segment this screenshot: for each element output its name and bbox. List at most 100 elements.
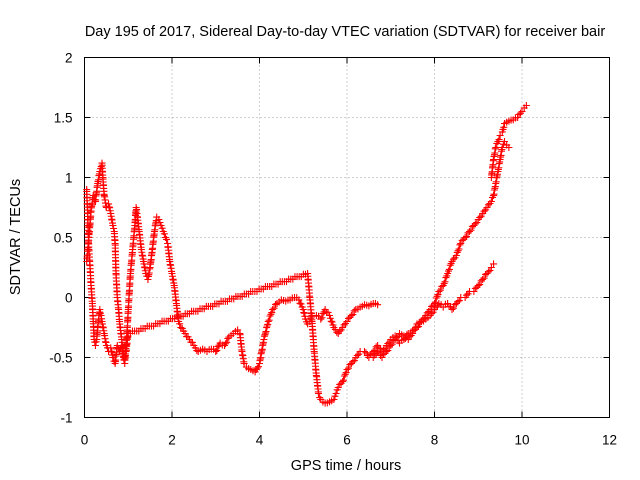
- x-tick-label: 4: [256, 433, 264, 448]
- data-point: [366, 350, 374, 358]
- data-point: [315, 390, 323, 397]
- data-point: [268, 309, 276, 317]
- chart-title: Day 195 of 2017, Sidereal Day-to-day VTE…: [85, 24, 606, 40]
- data-point: [463, 233, 471, 241]
- data-point: [470, 222, 478, 229]
- data-point: [471, 284, 479, 292]
- y-axis-label: SDTVAR / TECUs: [8, 179, 24, 295]
- data-point: [317, 315, 325, 323]
- data-point: [361, 348, 368, 355]
- data-point: [461, 234, 469, 241]
- data-point: [91, 342, 99, 349]
- data-point: [441, 278, 449, 286]
- data-point: [463, 291, 471, 299]
- data-point: [470, 288, 478, 295]
- x-axis-label: GPS time / hours: [291, 458, 401, 474]
- data-point: [484, 201, 492, 209]
- data-point: [264, 318, 272, 325]
- data-point: [342, 369, 350, 377]
- data-point: [456, 241, 464, 249]
- data-point: [163, 235, 171, 243]
- data-point: [374, 301, 382, 309]
- data-point: [413, 324, 421, 331]
- data-point: [344, 314, 352, 322]
- data-point: [318, 314, 326, 322]
- data-point: [515, 110, 523, 118]
- data-point: [480, 207, 488, 215]
- data-point: [295, 296, 303, 304]
- data-point: [505, 144, 513, 151]
- data-point: [431, 298, 439, 306]
- data-point: [414, 323, 422, 331]
- data-point: [344, 364, 352, 372]
- data-point: [458, 236, 466, 244]
- data-point: [296, 299, 304, 307]
- x-tick-label: 8: [431, 433, 439, 448]
- data-point: [382, 348, 390, 355]
- data-point: [487, 198, 495, 205]
- data-point: [384, 347, 392, 355]
- data-point: [330, 396, 338, 403]
- data-point: [266, 312, 274, 320]
- data-point: [349, 358, 357, 366]
- data-point: [176, 320, 184, 328]
- data-point: [486, 267, 494, 275]
- data-point: [522, 102, 530, 109]
- data-point: [487, 264, 495, 271]
- data-point: [517, 109, 525, 117]
- data-point: [158, 224, 166, 232]
- data-point: [444, 300, 452, 307]
- y-tick-label: -1: [60, 411, 72, 426]
- data-point: [269, 306, 277, 313]
- data-point: [453, 248, 461, 256]
- data-point: [350, 307, 358, 315]
- data-point: [432, 294, 440, 302]
- data-point: [490, 260, 498, 268]
- data-point: [324, 308, 332, 316]
- data-point: [109, 222, 117, 229]
- data-point: [160, 230, 168, 238]
- data-point: [432, 303, 440, 311]
- data-point: [467, 226, 475, 234]
- data-point: [428, 310, 436, 317]
- data-point: [410, 326, 418, 334]
- data-point: [484, 268, 492, 276]
- x-tick-label: 2: [168, 433, 176, 448]
- data-point: [483, 270, 491, 277]
- data-point: [333, 328, 341, 336]
- data-point: [340, 372, 348, 380]
- data-point: [223, 338, 231, 346]
- data-point: [326, 314, 334, 322]
- data-point: [110, 225, 118, 232]
- data-point: [340, 376, 347, 384]
- data-point: [457, 240, 465, 247]
- data-point: [466, 228, 473, 235]
- data-point: [253, 364, 261, 372]
- data-point: [387, 342, 395, 349]
- data-point: [212, 348, 220, 355]
- data-point: [498, 144, 506, 151]
- data-point: [350, 357, 358, 365]
- x-tick-label: 10: [514, 433, 529, 448]
- data-point: [454, 298, 462, 306]
- data-points: [83, 102, 530, 407]
- data-point: [224, 335, 232, 342]
- data-point: [471, 220, 479, 228]
- data-point: [391, 336, 399, 343]
- data-point: [327, 317, 335, 325]
- data-point: [406, 333, 414, 341]
- y-tick-label: 0: [65, 291, 73, 306]
- data-point: [452, 300, 460, 307]
- data-point: [440, 279, 448, 287]
- data-point: [455, 245, 463, 253]
- data-point: [445, 265, 453, 273]
- data-point: [349, 311, 357, 319]
- data-point: [254, 363, 262, 371]
- data-point: [496, 132, 504, 139]
- data-point: [222, 340, 230, 348]
- x-axis: 0 2 4 6 8 10 12: [81, 57, 617, 448]
- data-point: [474, 282, 482, 289]
- data-point: [428, 302, 436, 310]
- data-point: [455, 297, 463, 305]
